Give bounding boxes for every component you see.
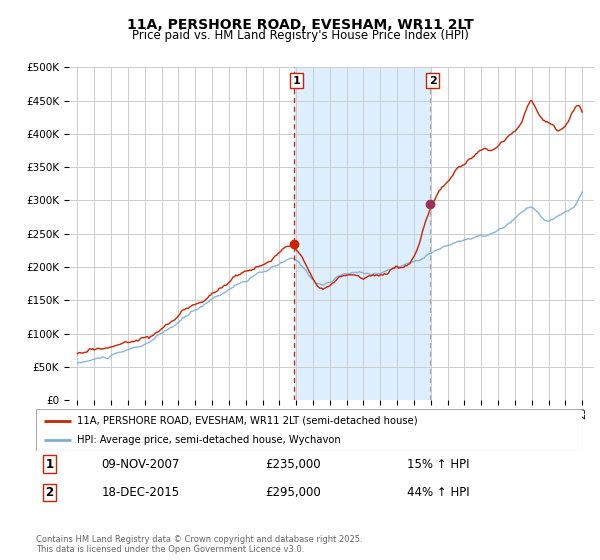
Text: 09-NOV-2007: 09-NOV-2007 — [101, 458, 180, 470]
Text: 1: 1 — [293, 76, 301, 86]
Text: 11A, PERSHORE ROAD, EVESHAM, WR11 2LT (semi-detached house): 11A, PERSHORE ROAD, EVESHAM, WR11 2LT (s… — [77, 416, 418, 426]
Text: Contains HM Land Registry data © Crown copyright and database right 2025.
This d: Contains HM Land Registry data © Crown c… — [36, 535, 362, 554]
Text: 2: 2 — [429, 76, 437, 86]
Text: 1: 1 — [46, 458, 54, 470]
Text: HPI: Average price, semi-detached house, Wychavon: HPI: Average price, semi-detached house,… — [77, 435, 341, 445]
Text: 18-DEC-2015: 18-DEC-2015 — [101, 486, 179, 499]
Text: 2: 2 — [46, 486, 54, 499]
Text: 11A, PERSHORE ROAD, EVESHAM, WR11 2LT: 11A, PERSHORE ROAD, EVESHAM, WR11 2LT — [127, 18, 473, 32]
Text: £235,000: £235,000 — [265, 458, 321, 470]
Bar — [294, 67, 430, 400]
Text: £295,000: £295,000 — [265, 486, 321, 499]
Text: Price paid vs. HM Land Registry's House Price Index (HPI): Price paid vs. HM Land Registry's House … — [131, 29, 469, 42]
Text: 44% ↑ HPI: 44% ↑ HPI — [407, 486, 470, 499]
FancyBboxPatch shape — [36, 409, 582, 451]
Text: 15% ↑ HPI: 15% ↑ HPI — [407, 458, 470, 470]
